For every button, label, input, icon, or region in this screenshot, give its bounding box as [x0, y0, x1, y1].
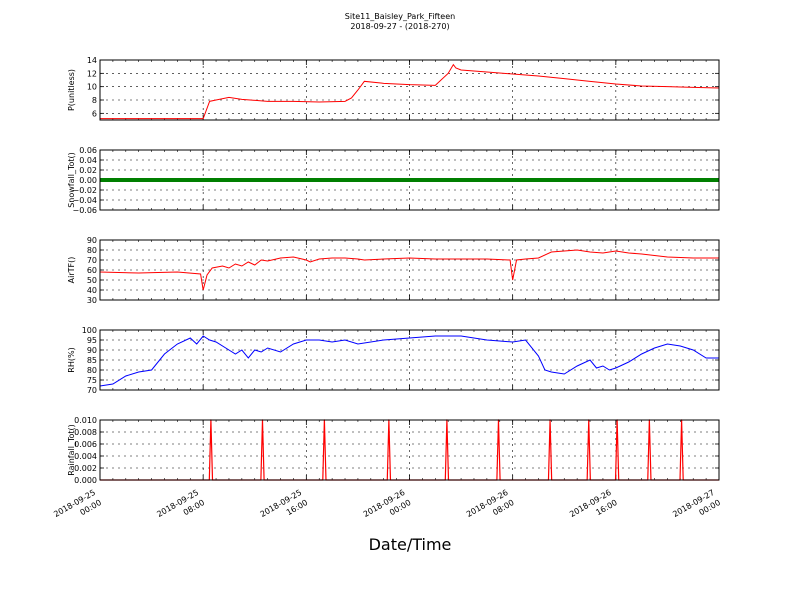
y-tick-label: 6: [92, 109, 97, 118]
y-tick-label: −0.06: [72, 206, 97, 215]
plot-frame: [99, 59, 720, 121]
plot-frame: [99, 239, 720, 301]
plot-frame: [99, 329, 720, 391]
y-tick-label: 70: [87, 256, 97, 265]
series-line-1: [100, 63, 720, 120]
y-axis-label: RH(%): [67, 347, 76, 372]
y-tick-label: 0.02: [79, 166, 97, 175]
panel-1: 6 8 10 12 14 P(unitless): [67, 56, 720, 121]
y-tick-label: 30: [87, 296, 97, 305]
y-tick-label: 0.00: [79, 176, 97, 185]
y-axis-label: Rainfall_Tot(): [67, 424, 76, 476]
panel-5: 0.010 0.008 0.006 0.004 0.002 0.000Rainfall_T…: [67, 416, 720, 485]
y-tick-label: 90: [87, 236, 97, 245]
y-tick-label: 40: [87, 286, 97, 295]
y-tick-label: 0.010: [74, 416, 97, 425]
y-tick-label: 0.002: [74, 464, 97, 473]
y-tick-label: 0.04: [79, 156, 97, 165]
y-axis-label: P(unitless): [67, 69, 76, 111]
plot-frame: [99, 149, 720, 211]
y-tick-label: 80: [87, 246, 97, 255]
y-tick-label: −0.02: [72, 186, 97, 195]
y-axis-label: AirTF(): [67, 257, 76, 284]
y-tick-label: 85: [87, 356, 97, 365]
y-tick-label: 50: [87, 276, 97, 285]
series-line-4: [99, 335, 719, 387]
y-tick-label: 100: [82, 326, 97, 335]
y-tick-label: 0.004: [74, 452, 97, 461]
y-tick-label: −0.04: [72, 196, 97, 205]
y-tick-label: 14: [87, 56, 97, 65]
y-tick-label: 80: [87, 366, 97, 375]
y-tick-label: 75: [87, 376, 97, 385]
x-axis-label: Date/Time: [369, 535, 452, 554]
y-tick-label: 8: [92, 96, 97, 105]
y-axis-label: Snowfall_Tot(): [67, 152, 76, 208]
y-tick-label: 0.006: [74, 440, 97, 449]
y-tick-label: 90: [87, 346, 97, 355]
panel-2: 0.060.040.020.00−0.02−0.04−0.06Snowfall_…: [67, 146, 720, 215]
plot-frame: [99, 419, 720, 481]
y-tick-label: 10: [87, 83, 97, 92]
series-line-3: [99, 249, 719, 291]
y-tick-label: 12: [87, 69, 97, 78]
y-tick-label: 95: [87, 336, 97, 345]
y-tick-label: 60: [87, 266, 97, 275]
y-tick-label: 0.008: [74, 428, 97, 437]
y-tick-label: 0.06: [79, 146, 97, 155]
panels-group: 6 8 10 12 14 P(unitless) 0.060.040.020.00−0.02…: [52, 56, 722, 519]
y-tick-label: 0.000: [74, 476, 97, 485]
y-tick-label: 70: [87, 386, 97, 395]
chart-subtitle: 2018-09-27 - (2018-270): [350, 22, 449, 31]
chart-title: Site11_Baisley_Park_Fifteen: [345, 12, 455, 21]
